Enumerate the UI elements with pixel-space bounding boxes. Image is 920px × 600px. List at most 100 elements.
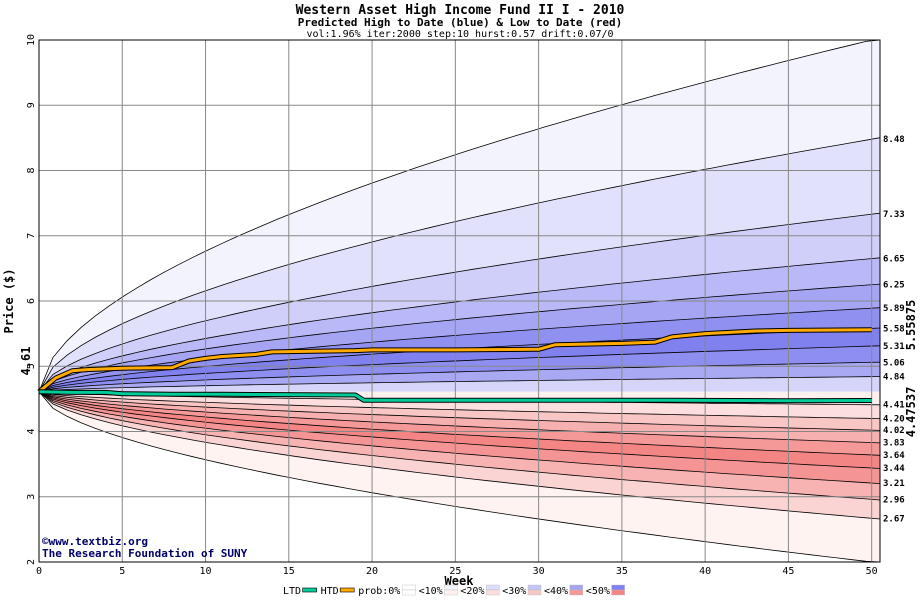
low-band-5 [39,391,880,469]
band-end-label: 5.89 [883,304,905,314]
band-end-label: 5.06 [883,358,905,368]
legend-swatch-blue [486,584,500,591]
chart-params: vol:1.96% iter:2000 step:10 hurst:0.57 d… [306,29,613,40]
y-tick-label: 10 [26,34,37,46]
band-end-label: 4.84 [883,373,905,383]
band-end-label: 7.33 [883,210,905,220]
legend-swatch-red [527,589,542,596]
band-end-label: 4.02 [883,426,905,436]
low-band-4 [39,391,880,456]
band-contour-18 [38,391,881,520]
x-tick-label: 25 [449,566,461,577]
band-contour-11 [38,391,881,419]
legend-label-prob: <40% [544,586,568,597]
band-end-label: 3.83 [883,439,905,449]
band-end-label: 5.31 [883,342,905,352]
low-band-8 [39,391,880,519]
x-tick-label: 40 [699,566,711,577]
band-contour-9 [38,376,881,393]
band-end-label: 2.67 [883,514,905,524]
high-band-3 [39,257,880,392]
legend-label-prob: <10% [419,586,443,597]
band-end-label: 6.65 [883,255,905,265]
band-contour-0 [38,39,881,392]
band-contour-19 [38,391,881,563]
band-contour-2 [38,212,881,392]
chart-title: Western Asset High Income Fund II I - 20… [296,3,625,18]
y-tick-label: 4 [26,428,37,434]
band-end-label: 3.44 [883,464,905,474]
band-contour-5 [38,307,881,393]
plot-frame [38,39,881,563]
y-tick-label: 2 [26,559,37,565]
credit-line-1: ©www.textbiz.org [42,535,148,548]
y-tick-label: 6 [26,298,37,304]
band-contour-17 [38,391,881,501]
high-band-1 [39,137,880,392]
high-band-4 [39,284,880,392]
band-end-label: 4.20 [883,414,905,424]
y-tick-label: 7 [26,233,37,239]
band-end-labels: 8.48 7.33 6.65 6.25 5.89 5.58 5.31 5.06 4.84 4.41… [883,135,905,524]
band-end-label: 8.48 [883,135,905,145]
y-tick-label: 8 [26,167,37,173]
high-band-6 [39,328,880,392]
x-tick-label: 35 [616,566,628,577]
legend-label-prob: <50% [586,586,610,597]
series-line-ltd [38,390,872,403]
legend-label-prob: <20% [460,586,484,597]
band-contour-8 [38,361,881,393]
band-contour-4 [38,283,881,393]
band-end-label: 3.64 [883,451,905,461]
high-band-7 [39,345,880,392]
y-tick-label: 5 [26,363,37,369]
legend-label-ltd: LTD [283,586,301,597]
htd-end-label: 5.55875 [904,300,918,351]
x-tick-label: 15 [283,566,295,577]
high-band-2 [39,213,880,392]
x-tick-label: 50 [866,566,878,577]
x-tick-label: 10 [200,566,212,577]
x-tick-label: 20 [366,566,378,577]
y-axis-label: Price ($) [2,268,16,333]
band-end-label: 3.21 [883,479,905,489]
band-contour-16 [38,391,881,484]
low-band-7 [39,391,880,500]
legend-swatch-red [611,589,625,596]
x-axis-label: Week [445,574,475,588]
legend-line-htd [339,587,355,593]
high-band-5 [39,307,880,392]
band-contour-14 [38,391,881,456]
y-tick-label: 9 [26,102,37,108]
legend-line-ltd [302,587,317,593]
ltd-end-label: 4.47537 [904,387,918,438]
low-band-1 [39,391,880,419]
band-end-label: 6.25 [883,281,905,291]
legend-label-htd: HTD [321,586,339,597]
band-contour-1 [38,137,881,392]
x-tick-label: 5 [119,566,125,577]
y-tick-label: 3 [26,494,37,500]
low-band-3 [39,391,880,443]
band-contour-13 [38,391,881,444]
x-tick-labels: 0 5 10 15 20 25 30 35 40 45 50 [36,566,878,577]
high-band-0 [39,40,880,392]
low-band-2 [39,391,880,431]
legend: LTD HTD prob:0% <10% <20% <30% <40% <50% [283,584,625,597]
band-end-label: 2.96 [883,495,905,505]
x-tick-label: 30 [533,566,545,577]
high-band-9 [39,376,880,392]
legend-swatch-blue [444,584,458,591]
legend-swatch-red [444,589,458,596]
legend-swatch-red [486,589,500,596]
band-end-label: 5.58 [883,324,905,334]
x-tick-label: 0 [36,566,42,577]
legend-swatch-blue [527,584,542,591]
legend-swatch-blue [611,584,625,591]
legend-label-prob: prob:0% [358,586,400,597]
low-band-6 [39,391,880,484]
band-end-label: 4.41 [883,401,905,411]
start-price-label: 4.61 [19,347,33,376]
y-tick-labels: 2 3 4 5 6 7 8 9 10 [26,34,37,565]
